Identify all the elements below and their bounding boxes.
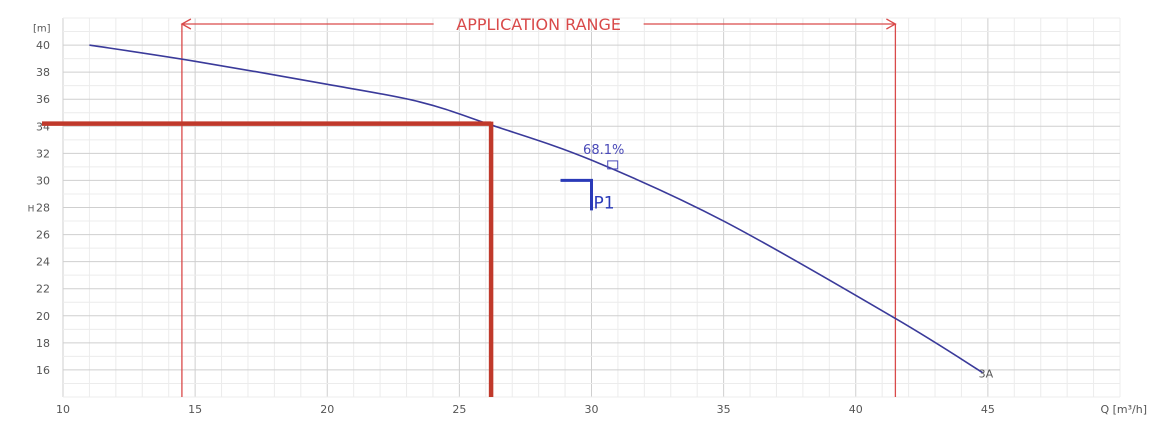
y-tick-label: 38: [36, 66, 50, 79]
x-tick-label: 15: [188, 403, 202, 416]
y-tick-label: 20: [36, 310, 50, 323]
arrow-left-head: [180, 18, 192, 30]
x-axis-label: Q [m³/h]: [1100, 403, 1147, 416]
x-tick-label: 40: [849, 403, 863, 416]
series-label: 3A: [979, 368, 994, 381]
y-tick-label: 26: [36, 229, 50, 242]
x-tick-label: 20: [320, 403, 334, 416]
application-range: APPLICATION RANGE: [180, 15, 897, 397]
y-tick-label: 22: [36, 283, 50, 296]
x-tick-label: 30: [585, 403, 599, 416]
duty-point-label: P1: [594, 193, 615, 213]
application-range-label: APPLICATION RANGE: [456, 15, 621, 34]
efficiency-marker: [607, 160, 619, 170]
efficiency-label: 68.1%: [583, 143, 624, 158]
x-tick-label: 25: [452, 403, 466, 416]
series-line-3A: [89, 44, 984, 374]
arrow-right-head: [886, 18, 897, 30]
x-tick-label: 10: [56, 403, 70, 416]
y-tick-label: 30: [36, 174, 50, 187]
y-tick-label: 28: [36, 202, 50, 215]
y-tick-label: 32: [36, 147, 50, 160]
y-tick-label: 16: [36, 364, 50, 377]
x-tick-label: 35: [717, 403, 731, 416]
y-tick-label: 18: [36, 337, 50, 350]
series-curves: 3A: [89, 44, 994, 381]
y-tick-label: 36: [36, 93, 50, 106]
axis-labels: [m] H Q [m³/h]: [28, 23, 1147, 416]
y-axis-label: H: [28, 205, 35, 215]
x-tick-label: 45: [981, 403, 995, 416]
duty-point-marker: [560, 178, 593, 211]
annotations: 68.1% P1: [560, 143, 624, 213]
operating-point-lines: [42, 121, 494, 397]
x-tick-labels: 10 15 20 25 30 35 40 45: [56, 403, 995, 416]
grid: [62, 17, 1121, 398]
y-tick-label: 24: [36, 256, 50, 269]
y-tick-label: 40: [36, 39, 50, 52]
y-unit-label: [m]: [33, 23, 51, 34]
